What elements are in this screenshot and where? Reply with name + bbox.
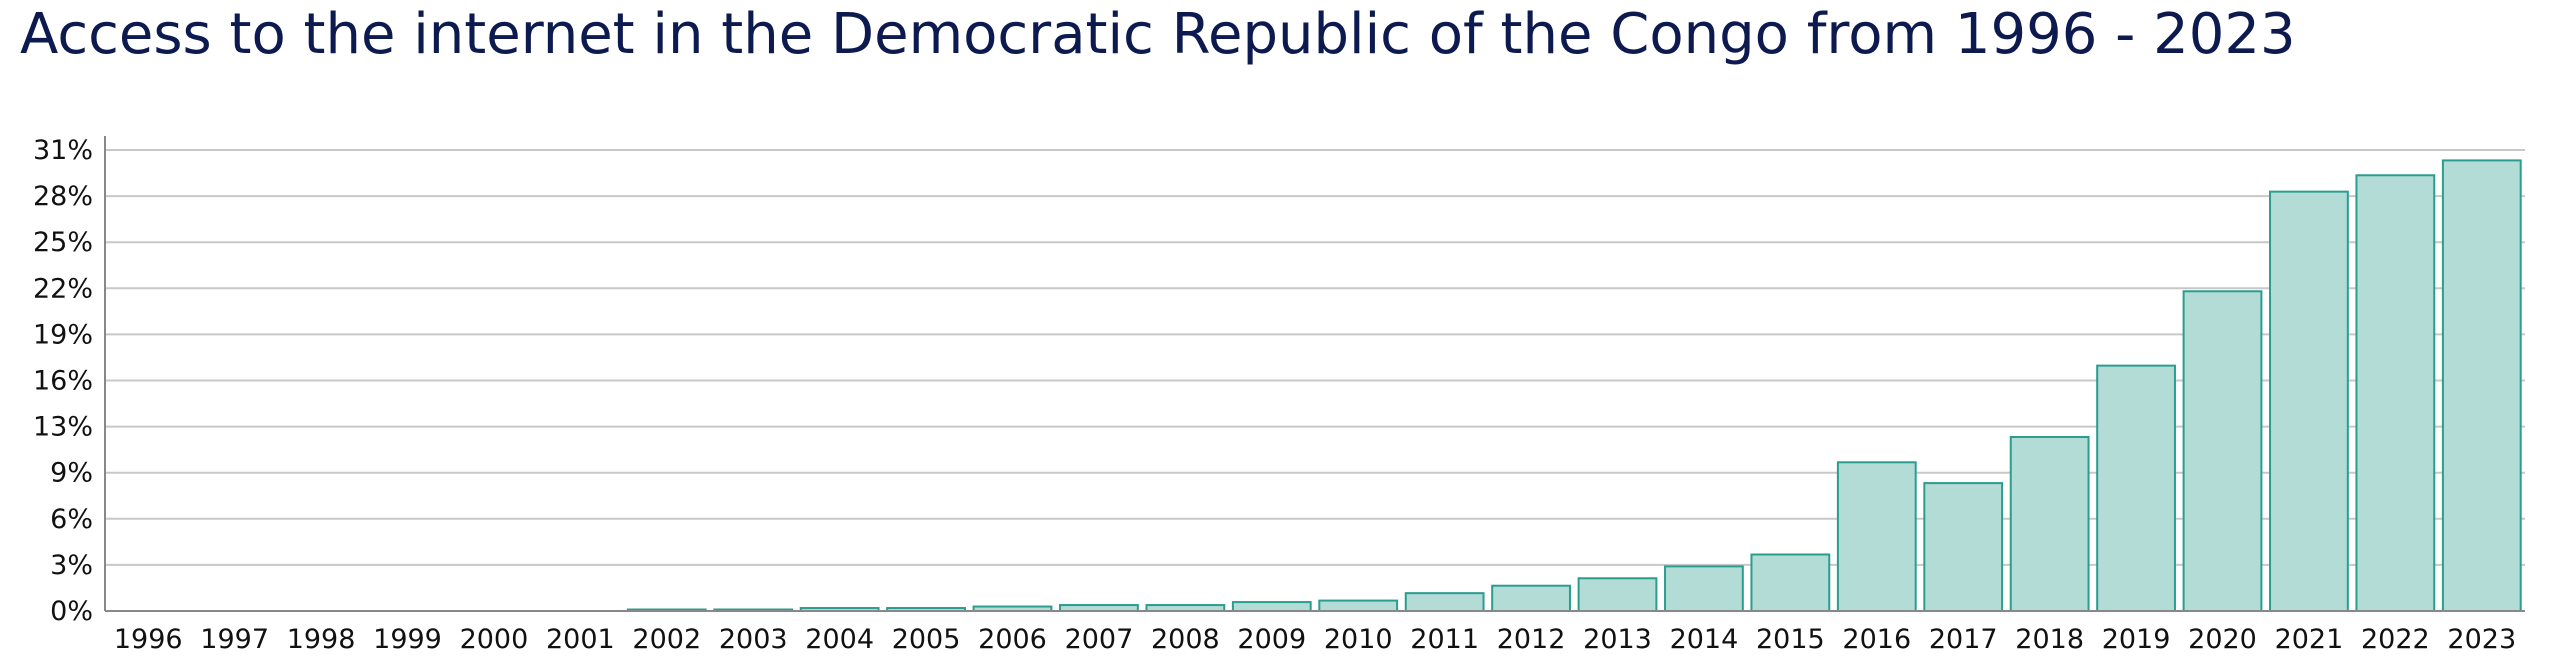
chart-title: Access to the internet in the Democratic…: [20, 2, 2296, 67]
bar: [1577, 577, 1658, 613]
x-tick-label: 1997: [200, 624, 269, 655]
x-tick-label: 2020: [2188, 624, 2257, 655]
y-tick-labels: 0% 3% 6% 9% 13% 16% 19% 22% 25% 28% 31%: [33, 135, 93, 627]
bar: [1404, 592, 1485, 613]
x-tick-label: 2012: [1497, 624, 1566, 655]
x-tick-label: 2007: [1065, 624, 1134, 655]
axes: [104, 136, 2525, 612]
y-tick-label: 22%: [33, 273, 93, 304]
y-tick-label: 6%: [50, 504, 93, 535]
bar: [2182, 290, 2263, 612]
x-tick-label: 2021: [2275, 624, 2344, 655]
x-tick-label: 2001: [546, 624, 615, 655]
y-tick-label: 3%: [50, 550, 93, 581]
x-tick-labels: 1996 1997 1998 1999 2000 2001 2002 2003 2004 2005…: [114, 624, 2516, 655]
x-tick-label: 2004: [805, 624, 874, 655]
x-tick-label: 2002: [632, 624, 701, 655]
x-tick-label: 2022: [2361, 624, 2430, 655]
x-tick-label: 2015: [1756, 624, 1825, 655]
x-tick-label: 2000: [460, 624, 529, 655]
bar: [2355, 174, 2436, 612]
y-tick-label: 25%: [33, 227, 93, 258]
bar: [1231, 601, 1312, 612]
x-tick-label: 2019: [2102, 624, 2171, 655]
x-tick-label: 2011: [1410, 624, 1479, 655]
bar: [1664, 565, 1744, 612]
x-tick-label: 1999: [373, 624, 442, 655]
y-tick-label: 16%: [33, 366, 93, 397]
bar: [2009, 436, 2090, 612]
x-tick-label: 2023: [2447, 624, 2516, 655]
x-tick-label: 2016: [1842, 624, 1911, 655]
x-tick-label: 2009: [1237, 624, 1306, 655]
gridlines: [105, 149, 2525, 612]
y-tick-label: 9%: [50, 458, 93, 489]
x-tick-label: 2017: [1929, 624, 1998, 655]
x-tick-label: 2006: [978, 624, 1047, 655]
x-tick-label: 2014: [1670, 624, 1739, 655]
y-tick-label: 0%: [50, 596, 93, 627]
x-tick-label: 2018: [2015, 624, 2084, 655]
bar: [1750, 553, 1831, 612]
x-tick-label: 1998: [287, 624, 356, 655]
bar: [1923, 482, 2004, 612]
bar: [2269, 190, 2349, 612]
x-tick-label: 2003: [719, 624, 788, 655]
y-tick-label: 31%: [33, 135, 93, 166]
x-tick-label: 2013: [1583, 624, 1652, 655]
x-tick-label: 2005: [892, 624, 961, 655]
bar: [1491, 584, 1571, 613]
y-tick-label: 13%: [33, 412, 93, 443]
bar: [2441, 159, 2522, 613]
y-tick-label: 19%: [33, 319, 93, 350]
x-tick-label: 1996: [114, 624, 183, 655]
x-tick-label: 2010: [1324, 624, 1393, 655]
x-tick-label: 2008: [1151, 624, 1220, 655]
bar: [1836, 461, 1917, 612]
bars: [626, 159, 2522, 613]
bar: [1318, 599, 1399, 613]
y-tick-label: 28%: [33, 181, 93, 212]
bar: [2096, 364, 2176, 612]
